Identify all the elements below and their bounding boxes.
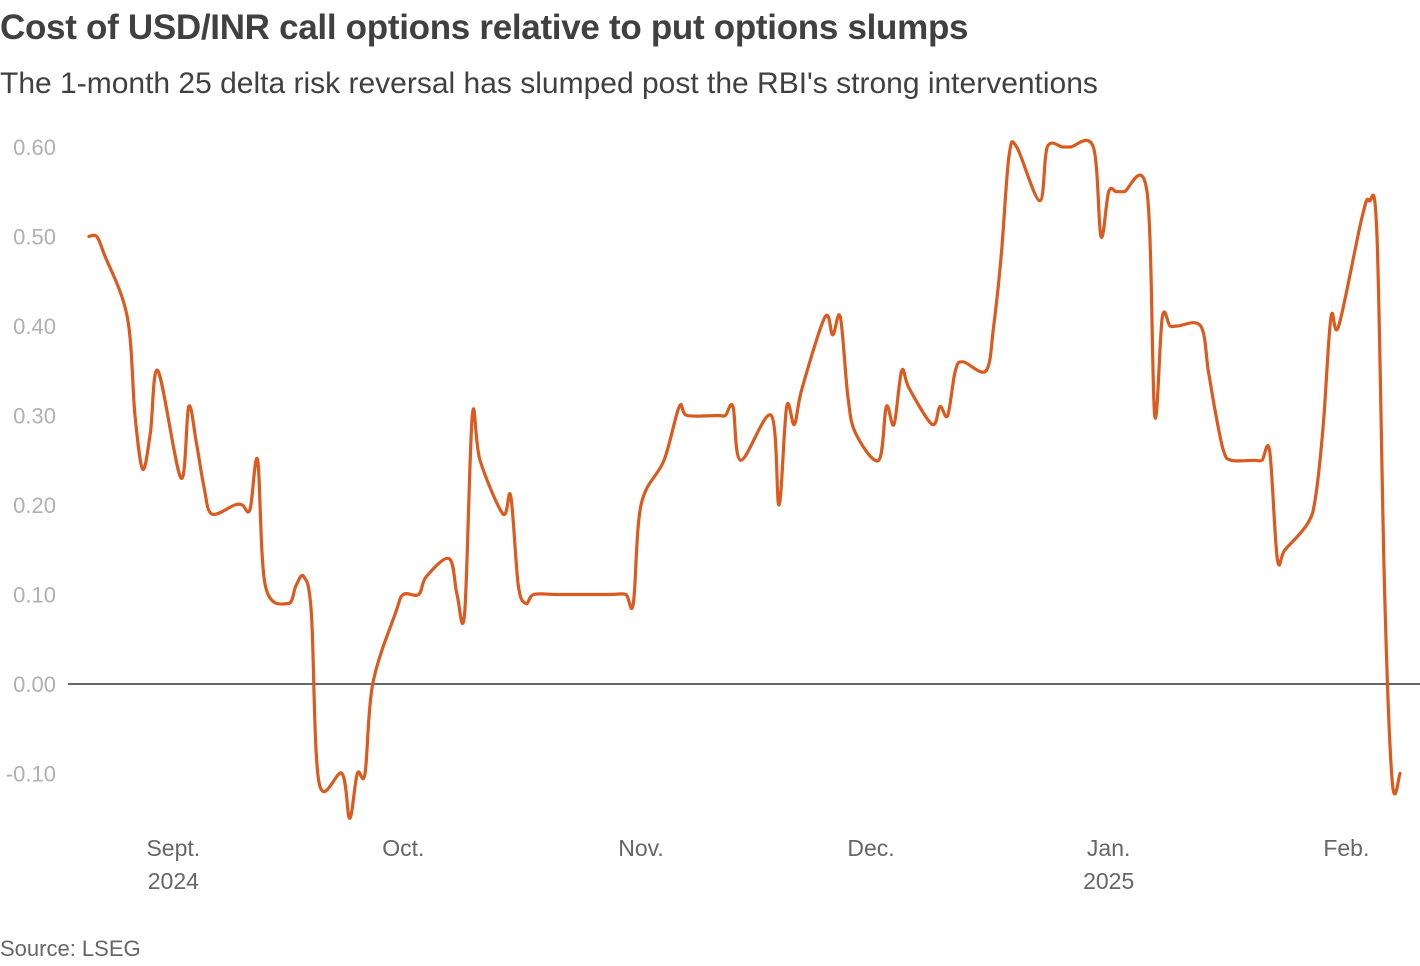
series-layer bbox=[87, 138, 1402, 820]
y-axis: 0.60 0.50 0.40 0.30 0.20 0.10 0.00 -0.10 bbox=[6, 135, 56, 787]
x-tick-label: Feb. bbox=[1323, 835, 1369, 861]
y-tick-label: 0.40 bbox=[13, 314, 56, 339]
y-tick-label: 0.20 bbox=[13, 493, 56, 518]
x-tick-label: Sept. bbox=[146, 835, 200, 861]
source-note: Source: LSEG bbox=[0, 936, 141, 961]
x-tick-year-label: 2024 bbox=[148, 868, 199, 894]
x-tick-label: Nov. bbox=[618, 835, 664, 861]
y-tick-label: 0.60 bbox=[13, 135, 56, 160]
x-tick-label: Oct. bbox=[382, 835, 424, 861]
y-tick-label: 0.10 bbox=[13, 583, 56, 608]
chart-subtitle: The 1-month 25 delta risk reversal has s… bbox=[0, 67, 1098, 100]
x-tick-year-label: 2025 bbox=[1083, 868, 1134, 894]
x-tick-label: Jan. bbox=[1087, 835, 1130, 861]
x-axis: Sept. 2024 Oct. Nov. Dec. Jan. 2025 Feb. bbox=[146, 835, 1369, 894]
y-tick-label: 0.00 bbox=[13, 672, 56, 697]
series-line-risk-reversal bbox=[87, 138, 1402, 820]
x-tick-label: Dec. bbox=[847, 835, 894, 861]
y-tick-label: -0.10 bbox=[6, 762, 56, 787]
y-tick-label: 0.50 bbox=[13, 225, 56, 250]
line-chart: 0.60 0.50 0.40 0.30 0.20 0.10 0.00 -0.10 Sept. 2… bbox=[6, 135, 1420, 894]
y-tick-label: 0.30 bbox=[13, 404, 56, 429]
chart-title: Cost of USD/INR call options relative to… bbox=[0, 8, 969, 47]
